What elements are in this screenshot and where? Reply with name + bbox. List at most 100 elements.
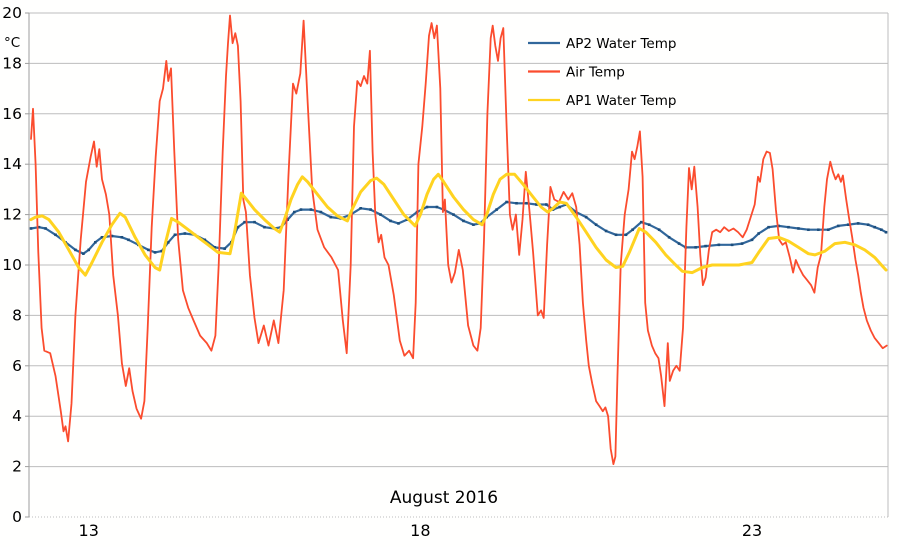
series-marker	[120, 235, 124, 239]
series-marker	[657, 228, 661, 232]
x-tick-label-23: 23	[742, 521, 762, 540]
series-marker	[884, 230, 888, 234]
series-marker	[82, 252, 85, 255]
series-marker	[797, 227, 800, 230]
series-marker	[236, 225, 240, 229]
legend-label: Air Temp	[566, 65, 625, 81]
y-axis-unit-label: °C	[4, 35, 20, 51]
series-marker	[147, 248, 150, 252]
series-marker	[750, 238, 754, 242]
series-marker	[369, 208, 372, 211]
x-tick-label-13: 13	[79, 521, 99, 540]
series-marker	[472, 223, 475, 226]
series-marker	[817, 228, 820, 232]
x-axis-title: August 2016	[390, 488, 498, 508]
y-tick-label-0: 0	[12, 508, 22, 526]
series-marker	[452, 213, 455, 216]
series-marker	[639, 220, 643, 224]
series-marker	[54, 233, 57, 237]
series-marker	[647, 223, 651, 226]
series-marker	[37, 225, 41, 229]
series-marker	[213, 246, 217, 249]
legend-label: AP1 Water Temp	[566, 93, 676, 109]
series-marker	[545, 203, 548, 206]
series-marker	[584, 215, 588, 219]
series-marker	[286, 218, 289, 221]
series-marker	[694, 246, 697, 249]
series-marker	[435, 205, 439, 209]
series-marker	[730, 243, 734, 247]
series-marker	[319, 210, 323, 214]
series-marker	[293, 210, 296, 214]
series-marker	[127, 238, 130, 242]
series-marker	[389, 219, 392, 223]
legend-item-1: AP2 Water Temp	[528, 36, 676, 52]
series-marker	[74, 248, 77, 252]
series-marker	[614, 233, 618, 237]
series-marker	[299, 208, 303, 211]
y-tick-label-12: 12	[2, 206, 22, 224]
series-marker	[631, 228, 634, 232]
series-marker	[757, 232, 760, 235]
y-tick-label-4: 4	[12, 407, 22, 425]
series-marker	[462, 219, 465, 223]
series-marker	[624, 233, 628, 237]
series-marker	[704, 244, 707, 248]
y-tick-label-18: 18	[2, 54, 22, 72]
series-marker	[44, 227, 47, 230]
series-marker	[94, 241, 97, 244]
series-marker	[329, 215, 333, 219]
series-marker	[153, 251, 157, 254]
series-marker	[100, 235, 104, 239]
series-marker	[846, 223, 850, 226]
series-line-air-temp	[30, 14, 888, 466]
series-marker	[836, 224, 840, 228]
y-tick-label-16: 16	[2, 105, 22, 123]
y-tick-label-14: 14	[2, 155, 22, 173]
series-line-ap1-water-temp	[29, 172, 888, 277]
series-marker	[309, 208, 313, 211]
series-line-ap2-water-temp	[29, 200, 888, 255]
series-marker	[767, 225, 770, 229]
y-tick-label-2: 2	[12, 458, 22, 476]
series-marker	[677, 242, 681, 245]
series-marker	[558, 205, 561, 209]
series-marker	[223, 247, 226, 250]
legend-item-3: AP1 Water Temp	[528, 93, 676, 109]
y-tick-label-8: 8	[12, 306, 22, 324]
series-marker	[359, 207, 362, 210]
y-tick-label-10: 10	[2, 256, 22, 274]
series-marker	[263, 225, 266, 229]
series-marker	[604, 229, 608, 233]
series-marker	[243, 220, 246, 224]
y-tick-label-6: 6	[12, 357, 22, 375]
series-marker	[856, 222, 860, 225]
series-marker	[873, 225, 877, 229]
series-marker	[110, 234, 114, 238]
series-marker	[807, 228, 810, 232]
series-marker	[397, 222, 400, 225]
legend-item-2: Air Temp	[528, 65, 625, 81]
series-marker	[525, 201, 528, 205]
series-marker	[866, 223, 870, 226]
y-tick-label-20: 20	[2, 4, 22, 22]
series-marker	[253, 220, 256, 224]
series-marker	[173, 233, 177, 237]
series-marker	[379, 213, 382, 216]
series-marker	[787, 225, 790, 229]
series-marker	[880, 228, 883, 232]
series-marker	[160, 249, 163, 253]
series-marker	[515, 201, 518, 205]
series-marker	[505, 200, 508, 204]
series-marker	[717, 243, 721, 247]
series-marker	[594, 223, 598, 226]
series-marker	[425, 205, 429, 209]
series-marker	[87, 248, 90, 252]
series-marker	[29, 227, 33, 230]
legend-label: AP2 Water Temp	[566, 36, 676, 52]
series-marker	[667, 235, 671, 239]
series-marker	[203, 238, 207, 242]
series-marker	[183, 232, 187, 235]
